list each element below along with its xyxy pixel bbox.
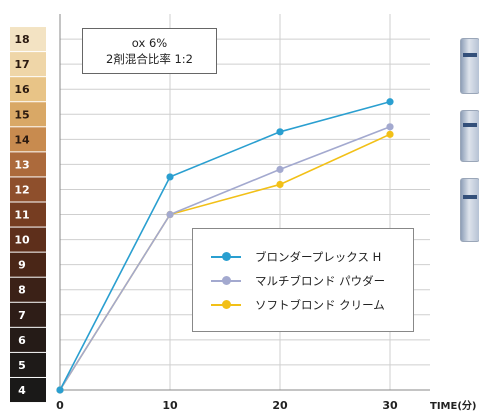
level-swatch [10,202,46,227]
data-point [166,210,174,219]
x-tick-label: 20 [272,399,288,412]
data-point [276,180,284,189]
level-label: 13 [14,158,29,171]
level-swatch [10,302,46,327]
level-swatch [10,227,46,252]
level-swatch [10,327,46,352]
level-label: 8 [18,284,26,297]
product-image-1 [460,38,479,94]
product-image-2 [460,110,479,162]
x-tick-label: 10 [162,399,178,412]
data-point [386,123,394,131]
legend-dot-3 [222,300,231,309]
x-tick-label: 30 [382,399,398,412]
level-label: 17 [14,58,29,71]
level-swatch [10,152,46,177]
level-label: 9 [18,259,26,272]
level-label: 4 [18,384,26,397]
legend-item-3: ソフトブロンド クリーム [193,295,413,315]
level-label: 5 [18,359,26,372]
level-label: 7 [18,309,26,322]
x-tick-label: 0 [56,399,64,412]
level-swatch [10,177,46,202]
level-swatch [10,102,46,127]
level-label: 6 [18,334,26,347]
legend-dot-2 [222,276,231,285]
level-label: 14 [14,133,30,146]
series-line [59,126,391,391]
level-swatch [10,52,46,77]
level-label: 12 [14,183,29,196]
annotation-box: ox 6% 2剤混合比率 1:2 [82,28,217,74]
level-swatch [10,252,46,277]
product-image-3 [460,178,479,242]
data-point [276,128,284,136]
legend-item-2: マルチブロンド パウダー [193,271,413,291]
level-swatch [10,377,46,403]
level-swatch [10,127,46,152]
level-label: 10 [14,234,30,247]
annotation-line-1: ox 6% [131,36,168,50]
data-point [166,173,174,181]
legend-item-1: ブロンダープレックス H [193,247,413,267]
level-label: 15 [14,108,29,121]
level-label: 16 [14,83,30,96]
legend-label-1: ブロンダープレックス H [255,250,382,264]
level-swatch [10,27,46,52]
annotation-line-2: 2剤混合比率 1:2 [106,52,193,66]
data-point [386,130,394,138]
legend-dot-1 [222,252,231,261]
data-point [56,386,64,394]
level-label: 18 [14,33,29,46]
level-swatch [10,352,46,377]
legend-label-2: マルチブロンド パウダー [255,274,386,288]
level-swatch [10,277,46,302]
x-axis-unit-label: TIME(分) [430,399,476,412]
series-line [59,100,391,391]
data-point [386,98,394,106]
level-swatch [10,77,46,102]
data-point [276,165,284,174]
legend: ブロンダープレックス H マルチブロンド パウダー ソフトブロンド クリーム [192,228,414,332]
legend-label-3: ソフトブロンド クリーム [255,298,385,312]
level-label: 11 [14,209,29,222]
